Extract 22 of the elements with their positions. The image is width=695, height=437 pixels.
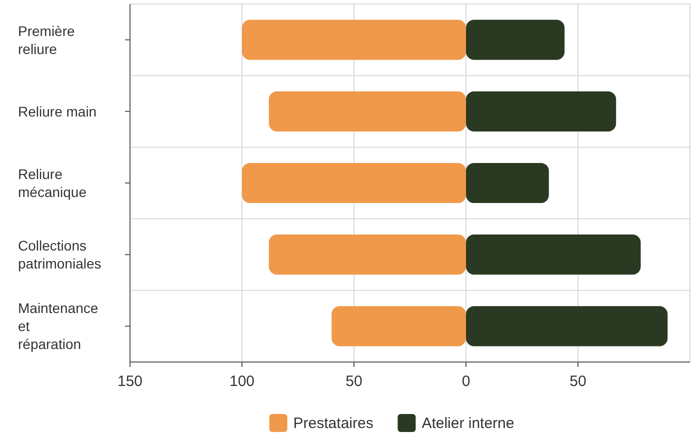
y-tick-label: Reliure mécanique: [18, 166, 87, 200]
bar: [268, 91, 466, 132]
x-tick-label: 50: [570, 373, 586, 390]
x-tick-label: 0: [462, 373, 470, 390]
legend-label: Atelier interne: [422, 415, 514, 432]
bar: [466, 91, 616, 132]
bar: [466, 306, 668, 346]
x-tick-label: 50: [346, 373, 362, 390]
x-tick-label: 150: [117, 373, 143, 390]
bar: [242, 20, 466, 60]
x-tick-label: 100: [229, 373, 255, 390]
y-tick-label: Reliure main: [18, 103, 97, 120]
bar: [466, 234, 641, 275]
bar: [268, 234, 466, 275]
legend-label: Prestataires: [293, 415, 374, 432]
bar: [332, 306, 466, 346]
bar: [242, 162, 466, 204]
bar: [466, 20, 565, 60]
bar: [466, 162, 549, 204]
y-tick-label: Maintenance et réparation: [18, 300, 98, 352]
y-tick-label: Collections patrimoniales: [18, 238, 102, 272]
y-tick-label: Première reliure: [18, 22, 76, 57]
